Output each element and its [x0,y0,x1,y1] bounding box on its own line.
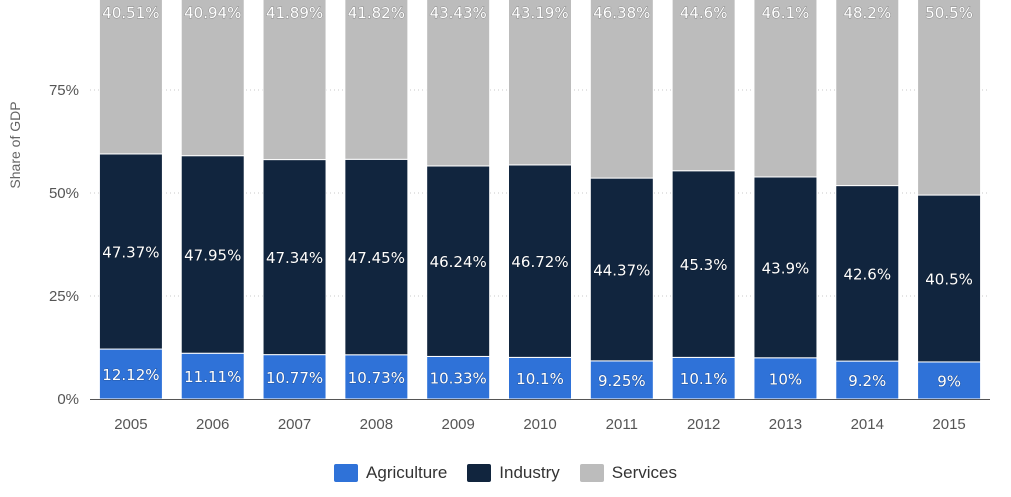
data-label-industry: 47.45% [348,249,405,267]
data-label-services: 40.94% [184,4,241,22]
bar-industry-2008[interactable] [344,158,409,356]
data-label-industry: 47.95% [184,246,241,264]
legend-label: Services [611,463,677,482]
x-tick-label: 2012 [687,416,720,433]
bar-agriculture-2015[interactable] [917,361,982,400]
data-label-agriculture: 10% [769,370,802,388]
x-tick-label: 2013 [769,416,802,433]
data-label-agriculture: 9% [937,372,961,390]
bar-industry-2014[interactable] [835,185,900,362]
data-label-industry: 42.6% [843,265,891,283]
data-label-services: 46.1% [762,4,810,22]
data-label-services: 48.2% [843,4,891,22]
bar-services-2007[interactable] [262,0,327,161]
data-label-agriculture: 10.33% [430,370,487,388]
y-tick-label: 0% [57,391,79,408]
data-label-agriculture: 9.2% [848,372,886,390]
legend-item-industry[interactable]: Industry [467,463,560,483]
bar-industry-2013[interactable] [753,176,818,359]
data-label-agriculture: 10.73% [348,369,405,387]
bar-services-2011[interactable] [589,0,654,179]
bar-services-2005[interactable] [98,0,163,155]
data-label-industry: 44.37% [593,261,650,279]
bar-industry-2005[interactable] [98,153,163,350]
x-tick-label: 2010 [523,416,556,433]
bar-industry-2007[interactable] [262,159,327,356]
x-tick-label: 2015 [932,416,965,433]
bar-agriculture-2010[interactable] [508,356,572,400]
bar-services-2006[interactable] [180,0,245,157]
bar-services-2008[interactable] [344,0,409,160]
data-label-industry: 47.34% [266,249,323,267]
data-label-industry: 46.24% [430,253,487,271]
y-tick-label: 25% [49,288,79,305]
data-label-services: 43.43% [430,4,487,22]
data-label-services: 44.6% [680,4,728,22]
data-label-services: 41.89% [266,4,323,22]
data-label-services: 43.19% [511,4,568,22]
x-tick-label: 2008 [360,416,393,433]
data-label-industry: 40.5% [925,270,973,288]
x-tick-label: 2005 [114,416,147,433]
legend: Agriculture Industry Services [0,463,1011,483]
x-tick-label: 2011 [606,416,638,433]
legend-item-services[interactable]: Services [579,463,677,483]
data-label-industry: 47.37% [102,243,159,261]
stacked-bar-chart: 12.12% 47.37% 40.51% 11.11% 47.95% 40.94% 10.7… [7,0,990,433]
data-label-industry: 46.72% [511,253,568,271]
bar-services-2009[interactable] [426,0,491,167]
x-tick-label: 2009 [441,416,474,433]
data-label-services: 50.5% [925,4,973,22]
data-label-agriculture: 10.1% [516,370,564,388]
x-tick-label: 2014 [851,416,884,433]
bar-agriculture-2005[interactable] [98,348,163,400]
bar-services-2010[interactable] [508,0,572,166]
x-tick-label: 2006 [196,416,229,433]
x-tick-label: 2007 [278,416,311,433]
y-axis: 0% 25% 50% 75% [49,82,79,408]
bar-services-2012[interactable] [671,0,736,172]
data-label-agriculture: 10.77% [266,369,323,387]
legend-label: Industry [499,463,560,482]
bar-services-2013[interactable] [753,0,818,178]
data-label-industry: 45.3% [680,256,728,274]
data-label-services: 40.51% [102,4,159,22]
data-label-services: 41.82% [348,4,405,22]
data-label-services: 46.38% [593,4,650,22]
data-label-agriculture: 9.25% [598,372,646,390]
bar-services-2015[interactable] [917,0,982,196]
legend-swatch [579,464,604,482]
legend-swatch [334,464,359,482]
bar-industry-2009[interactable] [426,165,491,357]
bar-agriculture-2014[interactable] [835,360,900,400]
legend-label: Agriculture [366,463,448,482]
data-label-agriculture: 12.12% [102,366,159,384]
y-axis-title: Share of GDP [7,101,23,188]
y-tick-label: 75% [49,82,79,99]
data-label-industry: 43.9% [762,259,810,277]
data-label-agriculture: 11.11% [184,368,241,386]
bar-industry-2010[interactable] [508,164,572,358]
x-axis: 2005 2006 2007 2008 2009 2010 2011 2012 2013 2014… [90,399,990,433]
legend-swatch [467,464,492,482]
legend-item-agriculture[interactable]: Agriculture [334,463,447,483]
y-tick-label: 50% [49,185,79,202]
bar-industry-2012[interactable] [671,170,736,358]
bar-services-2014[interactable] [835,0,900,187]
bars-group: 12.12% 47.37% 40.51% 11.11% 47.95% 40.94% 10.7… [98,0,982,400]
bar-industry-2006[interactable] [180,155,245,354]
bar-agriculture-2013[interactable] [753,357,818,400]
data-label-agriculture: 10.1% [680,370,728,388]
